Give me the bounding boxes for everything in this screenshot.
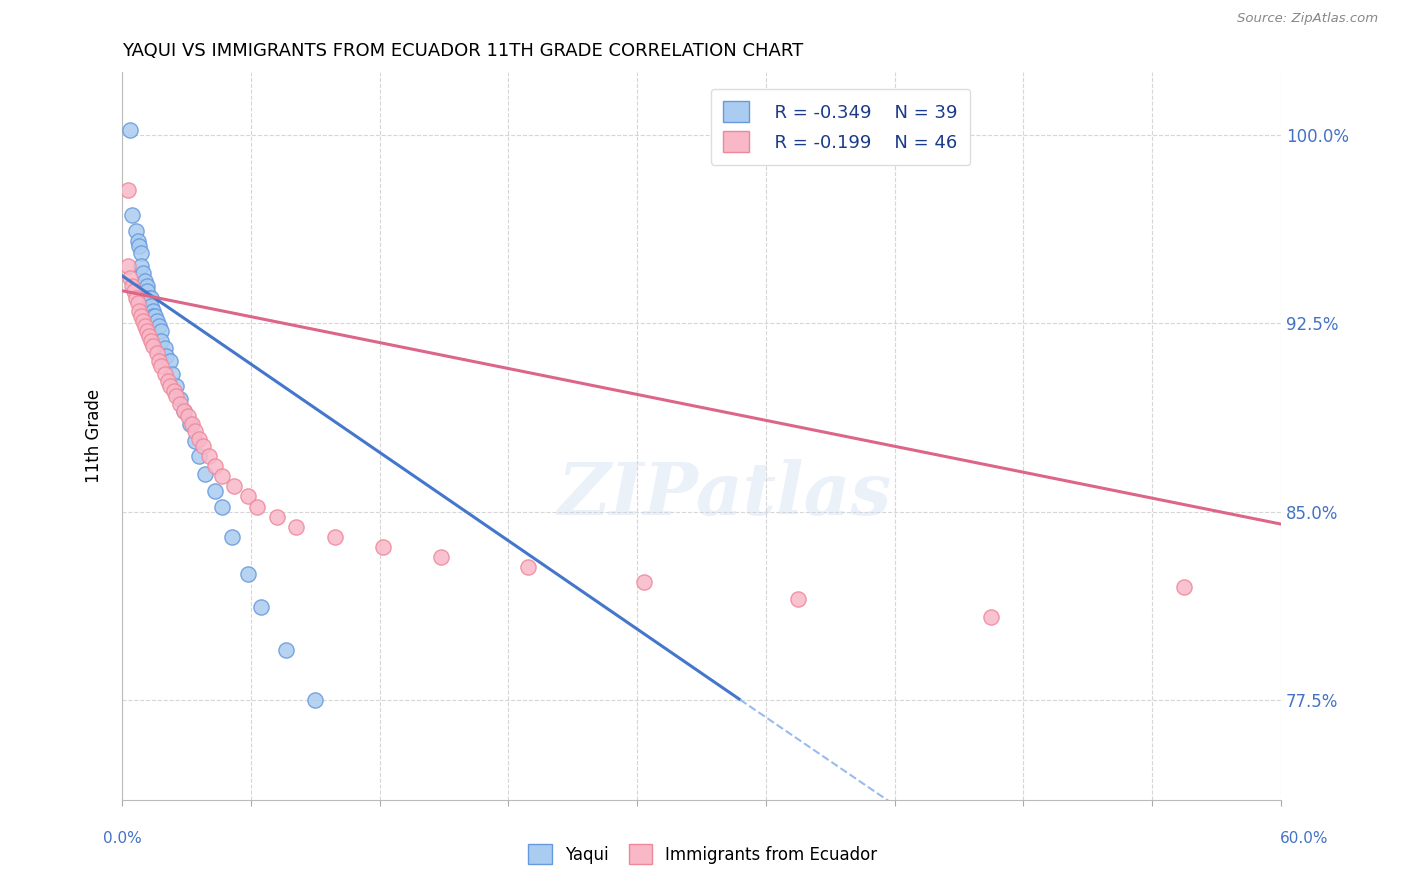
- Text: YAQUI VS IMMIGRANTS FROM ECUADOR 11TH GRADE CORRELATION CHART: YAQUI VS IMMIGRANTS FROM ECUADOR 11TH GR…: [122, 42, 803, 60]
- Text: 0.0%: 0.0%: [103, 831, 142, 846]
- Point: [153, 342, 176, 356]
- Point: [117, 183, 139, 197]
- Point: [516, 559, 538, 574]
- Point: [169, 392, 191, 406]
- Point: [149, 334, 172, 348]
- Point: [198, 450, 221, 464]
- Point: [180, 417, 202, 431]
- Point: [139, 334, 162, 348]
- Point: [165, 379, 187, 393]
- Point: [118, 123, 141, 137]
- Point: [184, 424, 207, 438]
- Point: [136, 324, 159, 338]
- Point: [179, 417, 201, 431]
- Legend:   R = -0.349    N = 39,   R = -0.199    N = 46: R = -0.349 N = 39, R = -0.199 N = 46: [711, 88, 970, 165]
- Point: [194, 467, 217, 481]
- Point: [122, 284, 145, 298]
- Point: [132, 314, 155, 328]
- Point: [371, 540, 394, 554]
- Point: [169, 397, 191, 411]
- Point: [148, 354, 170, 368]
- Point: [284, 519, 307, 533]
- Text: 60.0%: 60.0%: [1281, 831, 1329, 846]
- Point: [142, 339, 165, 353]
- Point: [134, 318, 156, 333]
- Text: Source: ZipAtlas.com: Source: ZipAtlas.com: [1237, 12, 1378, 25]
- Point: [211, 500, 233, 514]
- Point: [236, 490, 259, 504]
- Point: [138, 329, 160, 343]
- Point: [121, 278, 143, 293]
- Point: [221, 530, 243, 544]
- Point: [429, 549, 451, 564]
- Point: [250, 599, 273, 614]
- Point: [128, 238, 150, 252]
- Point: [177, 409, 200, 424]
- Point: [165, 389, 187, 403]
- Point: [148, 318, 170, 333]
- Point: [146, 346, 169, 360]
- Point: [117, 259, 139, 273]
- Point: [136, 284, 159, 298]
- Point: [173, 404, 195, 418]
- Point: [149, 359, 172, 373]
- Point: [980, 610, 1002, 624]
- Point: [159, 354, 181, 368]
- Point: [163, 384, 186, 398]
- Point: [131, 309, 153, 323]
- Point: [204, 484, 226, 499]
- Point: [155, 349, 177, 363]
- Point: [118, 271, 141, 285]
- Point: [127, 234, 149, 248]
- Point: [787, 592, 810, 607]
- Point: [153, 367, 176, 381]
- Point: [159, 379, 181, 393]
- Point: [211, 469, 233, 483]
- Point: [134, 274, 156, 288]
- Point: [222, 479, 245, 493]
- Point: [188, 432, 211, 446]
- Point: [121, 209, 143, 223]
- Point: [131, 259, 153, 273]
- Point: [146, 314, 169, 328]
- Point: [127, 296, 149, 310]
- Point: [128, 303, 150, 318]
- Text: ZIPatlas: ZIPatlas: [558, 459, 891, 530]
- Point: [246, 500, 269, 514]
- Point: [157, 374, 180, 388]
- Legend: Yaqui, Immigrants from Ecuador: Yaqui, Immigrants from Ecuador: [522, 838, 884, 871]
- Point: [139, 291, 162, 305]
- Point: [138, 291, 160, 305]
- Point: [139, 299, 162, 313]
- Point: [143, 309, 166, 323]
- Point: [323, 530, 346, 544]
- Point: [633, 574, 655, 589]
- Point: [124, 291, 146, 305]
- Point: [236, 567, 259, 582]
- Point: [184, 434, 207, 449]
- Point: [204, 459, 226, 474]
- Point: [162, 367, 184, 381]
- Point: [1173, 580, 1195, 594]
- Point: [188, 450, 211, 464]
- Point: [149, 324, 172, 338]
- Point: [142, 309, 165, 323]
- Point: [173, 404, 195, 418]
- Point: [142, 303, 165, 318]
- Point: [136, 278, 159, 293]
- Point: [193, 439, 215, 453]
- Point: [276, 642, 298, 657]
- Point: [132, 266, 155, 280]
- Point: [304, 692, 326, 706]
- Point: [124, 223, 146, 237]
- Y-axis label: 11th Grade: 11th Grade: [86, 389, 103, 483]
- Point: [266, 509, 288, 524]
- Point: [131, 246, 153, 260]
